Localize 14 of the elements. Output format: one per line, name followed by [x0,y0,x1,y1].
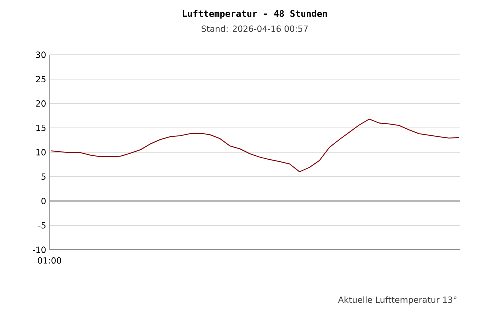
text: 01:00 [38,258,62,264]
y-tick-label: 30 [36,52,46,58]
y-tick-label: 10 [36,149,46,156]
chart-title: Lufttemperatur - 48 Stunden [183,10,328,19]
text: Aktuelle Lufttemperatur 13° [338,296,457,305]
y-tick-label: 0 [42,198,46,204]
line-series [50,118,460,172]
y-tick-label: 20 [36,100,46,107]
y-tick-label: 25 [36,76,46,83]
y-tick-label: -10 [33,246,46,254]
y-tick-label: -5 [38,222,46,229]
y-tick-label: 15 [36,124,46,132]
y-tick-label: 5 [42,174,46,180]
chart-subtitle: Stand: 2026-04-16 00:57 [202,26,308,32]
